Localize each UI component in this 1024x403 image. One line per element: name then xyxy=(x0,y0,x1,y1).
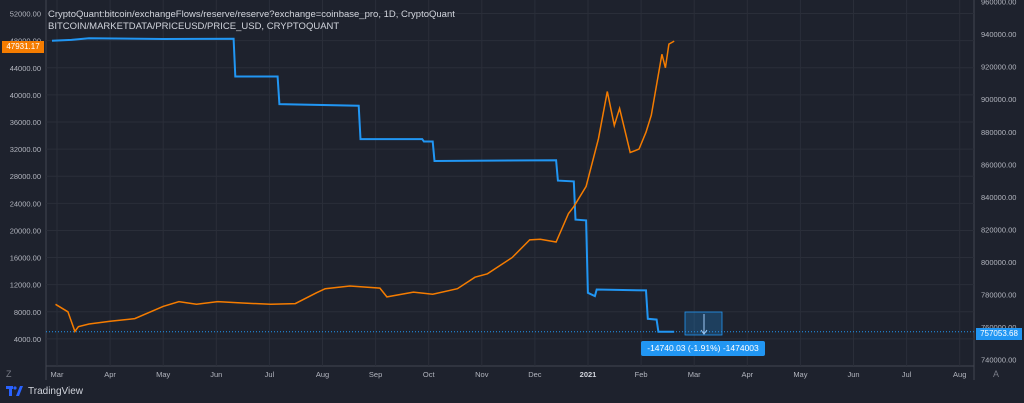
x-tick-label: Oct xyxy=(423,370,436,379)
x-tick-label: 2021 xyxy=(580,370,597,379)
tradingview-logo[interactable]: TradingView xyxy=(6,386,83,397)
series-line-btc-price xyxy=(55,40,675,333)
tradingview-logo-icon xyxy=(6,386,23,396)
right-tick-label: 880000.00 xyxy=(981,128,1016,137)
legend-line-price: BITCOIN/MARKETDATA/PRICEUSD/PRICE_USD, C… xyxy=(48,21,340,32)
time-axis: Mar Apr May Jun Jul Aug Sep Oct Nov Dec 2021 Feb Mar… xyxy=(51,370,967,379)
x-tick-label: Jun xyxy=(847,370,859,379)
right-tick-label: 800000.00 xyxy=(981,258,1016,267)
chart-legend: CryptoQuant:bitcoin/exchangeFlows/reserv… xyxy=(48,9,455,33)
left-tick-label: 20000.00 xyxy=(10,226,41,235)
x-tick-label: May xyxy=(156,370,170,379)
left-tick-label: 8000.00 xyxy=(14,308,41,317)
right-price-axis: 960000.00 940000.00 920000.00 900000.00 8800… xyxy=(981,0,1016,364)
right-tick-label: 940000.00 xyxy=(981,30,1016,39)
x-tick-label: Dec xyxy=(528,370,542,379)
left-tick-label: 28000.00 xyxy=(10,172,41,181)
left-tick-label: 4000.00 xyxy=(14,335,41,344)
auto-scale-toggle[interactable]: A xyxy=(993,369,1000,379)
left-tick-label: 36000.00 xyxy=(10,118,41,127)
right-tick-label: 820000.00 xyxy=(981,225,1016,234)
x-tick-label: Mar xyxy=(688,370,701,379)
tradingview-brand-label: TradingView xyxy=(28,386,84,397)
measure-tool[interactable] xyxy=(684,311,723,336)
x-tick-label: Feb xyxy=(635,370,648,379)
x-tick-label: Jun xyxy=(210,370,222,379)
x-tick-label: Jul xyxy=(265,370,275,379)
left-tick-label: 16000.00 xyxy=(10,254,41,263)
right-tick-label: 780000.00 xyxy=(981,290,1016,299)
left-price-axis: 52000.0048000.0044000.0040000.0036000.00… xyxy=(10,10,41,344)
x-tick-label: Jul xyxy=(902,370,912,379)
right-tick-label: 860000.00 xyxy=(981,160,1016,169)
left-tick-label: 32000.00 xyxy=(10,145,41,154)
series-line-exchange-reserve xyxy=(51,37,675,333)
left-tick-label: 40000.00 xyxy=(10,91,41,100)
x-tick-label: May xyxy=(793,370,807,379)
right-tick-label: 920000.00 xyxy=(981,63,1016,72)
x-tick-label: Nov xyxy=(475,370,489,379)
x-tick-label: Sep xyxy=(369,370,382,379)
right-tick-label: 760000.00 xyxy=(981,323,1016,332)
last-price-badge: 47931.17 xyxy=(2,41,44,53)
log-scale-toggle[interactable]: Z xyxy=(6,369,12,379)
x-tick-label: Aug xyxy=(953,370,966,379)
x-tick-label: Apr xyxy=(104,370,116,379)
right-tick-label: 900000.00 xyxy=(981,95,1016,104)
right-tick-label: 740000.00 xyxy=(981,355,1016,364)
left-tick-label: 12000.00 xyxy=(10,281,41,290)
x-tick-label: Apr xyxy=(741,370,753,379)
grid-lines xyxy=(45,0,975,380)
x-tick-label: Aug xyxy=(316,370,329,379)
right-tick-label: 960000.00 xyxy=(981,0,1016,7)
measure-result-label: -14740.03 (-1.91%) -1474003 xyxy=(641,341,765,356)
left-tick-label: 24000.00 xyxy=(10,199,41,208)
right-tick-label: 840000.00 xyxy=(981,193,1016,202)
left-tick-label: 44000.00 xyxy=(10,64,41,73)
legend-line-reserve: CryptoQuant:bitcoin/exchangeFlows/reserv… xyxy=(48,9,455,20)
x-tick-label: Mar xyxy=(51,370,64,379)
last-reserve-badge: 757053.68 xyxy=(976,328,1022,340)
left-tick-label: 52000.00 xyxy=(10,10,41,19)
